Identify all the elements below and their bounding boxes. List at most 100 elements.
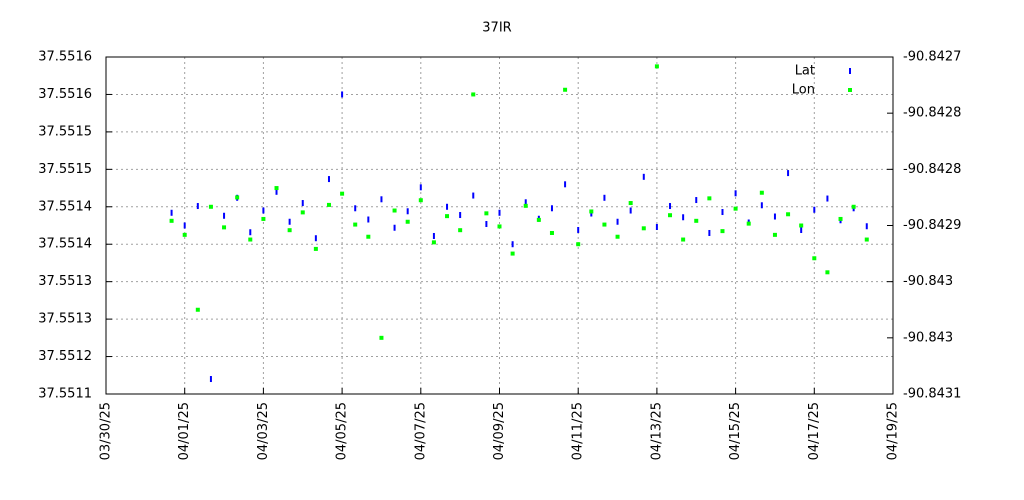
point <box>446 203 449 210</box>
point <box>248 237 253 242</box>
point <box>655 223 658 230</box>
y-tick-label: 37.5516 <box>38 50 92 65</box>
point <box>366 234 371 239</box>
point <box>523 203 528 208</box>
y2-tick-label: -90.843 <box>903 330 953 345</box>
point <box>721 209 724 216</box>
point <box>287 228 292 233</box>
point <box>380 196 383 203</box>
point <box>341 91 344 98</box>
point <box>864 237 869 242</box>
x-tick-label: 04/05/25 <box>335 402 350 460</box>
point <box>549 230 554 235</box>
point <box>170 209 173 216</box>
y2-tick-label: -90.8431 <box>903 387 961 402</box>
point <box>314 235 317 242</box>
point <box>196 203 199 210</box>
point <box>825 270 830 275</box>
point <box>628 201 633 206</box>
point <box>813 206 816 213</box>
point <box>865 223 868 230</box>
point <box>392 208 397 213</box>
point <box>602 222 607 227</box>
point <box>536 217 541 222</box>
point <box>708 229 711 236</box>
point <box>510 251 515 256</box>
point <box>733 206 738 211</box>
point <box>642 173 645 180</box>
point <box>773 213 776 220</box>
point <box>668 213 673 218</box>
y2-tick-label: -90.8428 <box>903 106 961 121</box>
point <box>367 216 370 223</box>
point <box>786 212 791 217</box>
legend-label: Lon <box>792 83 815 98</box>
point <box>734 190 737 197</box>
chart-title: 37IR <box>482 21 511 36</box>
point <box>695 197 698 204</box>
point <box>274 186 279 191</box>
y-tick-label: 37.5512 <box>38 349 92 364</box>
point <box>524 199 527 206</box>
point <box>471 92 476 97</box>
point <box>223 212 226 219</box>
point <box>459 212 462 219</box>
point <box>497 224 502 229</box>
point <box>326 202 331 207</box>
legend-label: Lat <box>795 64 815 79</box>
point <box>760 202 763 209</box>
point <box>654 64 659 69</box>
point <box>498 209 501 216</box>
point <box>249 229 252 236</box>
point <box>589 209 594 214</box>
point <box>669 203 672 210</box>
x-tick-label: 04/19/25 <box>886 402 901 460</box>
point <box>629 207 632 214</box>
point <box>641 226 646 231</box>
point <box>681 237 686 242</box>
x-tick-label: 04/07/25 <box>413 402 428 460</box>
point <box>222 225 227 230</box>
x-tick-label: 04/01/25 <box>177 402 192 460</box>
point <box>590 210 593 217</box>
point <box>445 214 450 219</box>
point <box>195 307 200 312</box>
point <box>458 228 463 233</box>
x-tick-label: 03/30/25 <box>99 402 114 460</box>
point <box>418 198 423 203</box>
y-tick-label: 37.5514 <box>38 199 92 214</box>
point <box>313 246 318 251</box>
point <box>812 256 817 261</box>
point <box>340 191 345 196</box>
x-tick-label: 04/17/25 <box>807 402 822 460</box>
x-tick-label: 04/13/25 <box>649 402 664 460</box>
legend-marker <box>848 88 852 92</box>
y-tick-label: 37.5515 <box>38 162 92 177</box>
point <box>405 219 410 224</box>
point <box>288 218 291 225</box>
point <box>379 335 384 340</box>
point <box>484 211 489 216</box>
point <box>485 221 488 228</box>
point <box>261 216 266 221</box>
point <box>826 195 829 202</box>
point <box>235 195 240 200</box>
x-tick-label: 04/11/25 <box>571 402 586 460</box>
point <box>208 204 213 209</box>
y-tick-label: 37.5515 <box>38 124 92 139</box>
point <box>301 200 304 207</box>
y2-tick-label: -90.843 <box>903 274 953 289</box>
point <box>576 242 581 247</box>
point <box>563 87 568 92</box>
point <box>432 232 435 239</box>
point <box>838 216 843 221</box>
point <box>393 224 396 231</box>
plot-frame <box>105 56 894 395</box>
point <box>759 190 764 195</box>
point <box>707 196 712 201</box>
x-tick-label: 04/09/25 <box>492 402 507 460</box>
point <box>262 207 265 214</box>
point <box>300 210 305 215</box>
point <box>169 218 174 223</box>
